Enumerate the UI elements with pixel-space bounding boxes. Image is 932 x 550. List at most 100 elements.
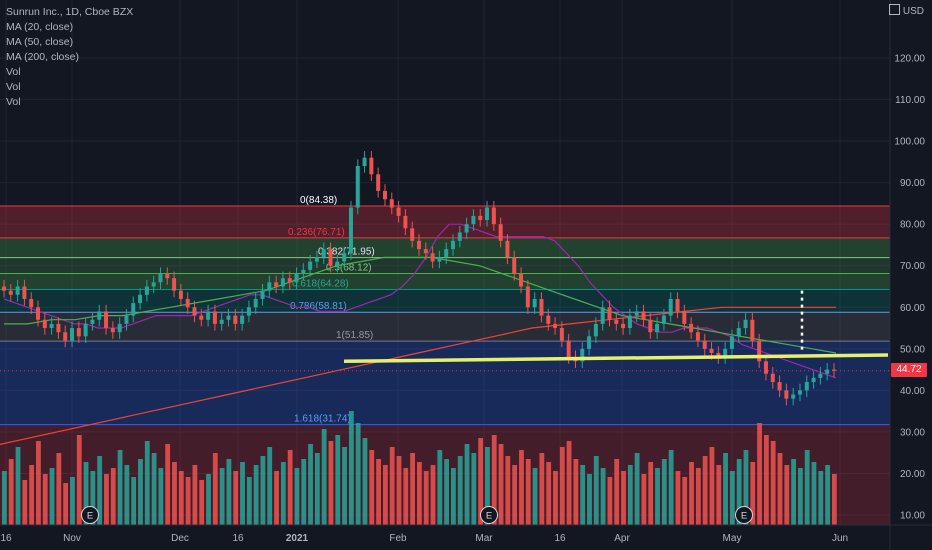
candle-body <box>36 307 41 320</box>
indicator-vol-1[interactable]: Vol <box>6 66 21 78</box>
candle-body <box>2 286 6 291</box>
volume-bar <box>825 465 830 525</box>
candle-body <box>784 390 789 399</box>
time-tick-label: Jun <box>832 533 848 544</box>
price-axis[interactable]: 120.00 110.00 100.00 90.00 80.00 70.00 60.00 50… <box>889 0 925 550</box>
earnings-marker <box>81 506 99 524</box>
price-tick-label: 90.00 <box>900 178 925 189</box>
candle-body <box>233 315 238 324</box>
volume-bar <box>655 468 660 525</box>
candle-body <box>63 332 68 341</box>
volume-bar <box>49 468 55 525</box>
time-axis[interactable]: 16 Nov Dec 16 2021 Feb Mar 16 Apr May Jun <box>0 524 932 544</box>
earnings-marker-label: E <box>741 511 747 522</box>
candle-body <box>124 315 129 324</box>
fib-zone <box>0 289 890 313</box>
ma200-line <box>0 306 836 445</box>
candle-body <box>457 232 462 241</box>
volume-bar <box>505 456 511 525</box>
indicator-ma200[interactable]: MA (200, close) <box>6 51 79 63</box>
time-tick-label: Feb <box>389 533 407 544</box>
candle-body <box>525 286 530 308</box>
candle-body <box>621 323 626 329</box>
volume-bar <box>376 459 381 525</box>
symbol-title[interactable]: Sunrun Inc., 1D, Cboe BZX <box>6 6 134 18</box>
candle-body <box>485 207 490 221</box>
volume-bar <box>389 447 395 525</box>
candle-body <box>226 315 231 320</box>
candle-body <box>280 278 285 287</box>
volume-bar <box>627 465 633 525</box>
volume-bar <box>791 459 796 525</box>
candle-body <box>246 307 251 316</box>
volume-bar <box>648 462 654 525</box>
volume-bar <box>246 477 252 525</box>
volume-bar <box>348 411 354 525</box>
indicator-ma20[interactable]: MA (20, close) <box>6 21 74 33</box>
candle-body <box>430 253 435 262</box>
candle-body <box>219 319 224 324</box>
volume-bar <box>110 468 116 525</box>
candle-body <box>396 207 401 216</box>
volume-bar <box>478 438 484 525</box>
volume-bar <box>314 453 320 525</box>
volume-bar <box>308 444 313 525</box>
earnings-marker <box>480 506 498 524</box>
candle-body <box>294 274 299 283</box>
candle-body <box>267 282 272 291</box>
ma20-line <box>3 223 837 379</box>
volume-bar <box>675 471 681 525</box>
currency-selector[interactable]: USD <box>888 4 924 17</box>
volume-bar <box>287 450 293 525</box>
candle-body <box>566 340 571 358</box>
candle-body <box>253 298 258 308</box>
indicator-ma50[interactable]: MA (50, close) <box>6 36 74 48</box>
earnings-marker-label: E <box>486 511 492 522</box>
volume-bar <box>539 453 545 525</box>
indicator-vol-2[interactable]: Vol <box>6 81 21 93</box>
candle-body <box>240 315 245 324</box>
volume-bar <box>36 441 41 525</box>
volume-bar <box>274 471 279 525</box>
volume-bar <box>430 465 436 525</box>
candle-body <box>29 298 34 308</box>
volume-bar <box>811 462 817 525</box>
volume-bar <box>362 438 368 525</box>
volume-bar <box>573 459 579 525</box>
volume-bar <box>15 447 21 525</box>
candle-body <box>478 215 483 221</box>
candle-body <box>702 340 707 349</box>
candle-body <box>382 190 387 200</box>
fib-level-label: 1.618(31.74) <box>294 414 351 425</box>
volume-bar <box>457 456 463 525</box>
volume-bar <box>437 450 443 525</box>
time-tick-label: 2021 <box>286 533 309 544</box>
trendline[interactable] <box>0 290 890 372</box>
volume-bar <box>219 468 225 525</box>
currency-icon <box>888 4 900 15</box>
price-tick-label: 100.00 <box>894 137 925 148</box>
candle-body <box>716 352 721 358</box>
price-tick-label: 40.00 <box>900 386 925 397</box>
candle-body <box>655 323 660 333</box>
candle-body <box>335 261 340 266</box>
volume-bar <box>553 471 558 525</box>
volume-bar <box>750 462 756 525</box>
volume-bar <box>369 450 375 525</box>
candle-body <box>90 319 95 324</box>
candle-body <box>192 307 197 316</box>
indicator-vol-3[interactable]: Vol <box>6 96 21 108</box>
candle-body <box>818 373 823 378</box>
candle-body <box>607 307 612 320</box>
candle-body <box>539 298 544 316</box>
time-tick-label: 16 <box>0 533 12 544</box>
fib-level-label: 0.382(71.95) <box>318 247 375 258</box>
candle-body <box>97 311 102 320</box>
candle-body <box>301 269 306 275</box>
candle-body <box>777 382 782 391</box>
candle-body <box>614 319 619 324</box>
volume-bar <box>90 471 96 525</box>
candle-body <box>559 328 564 341</box>
